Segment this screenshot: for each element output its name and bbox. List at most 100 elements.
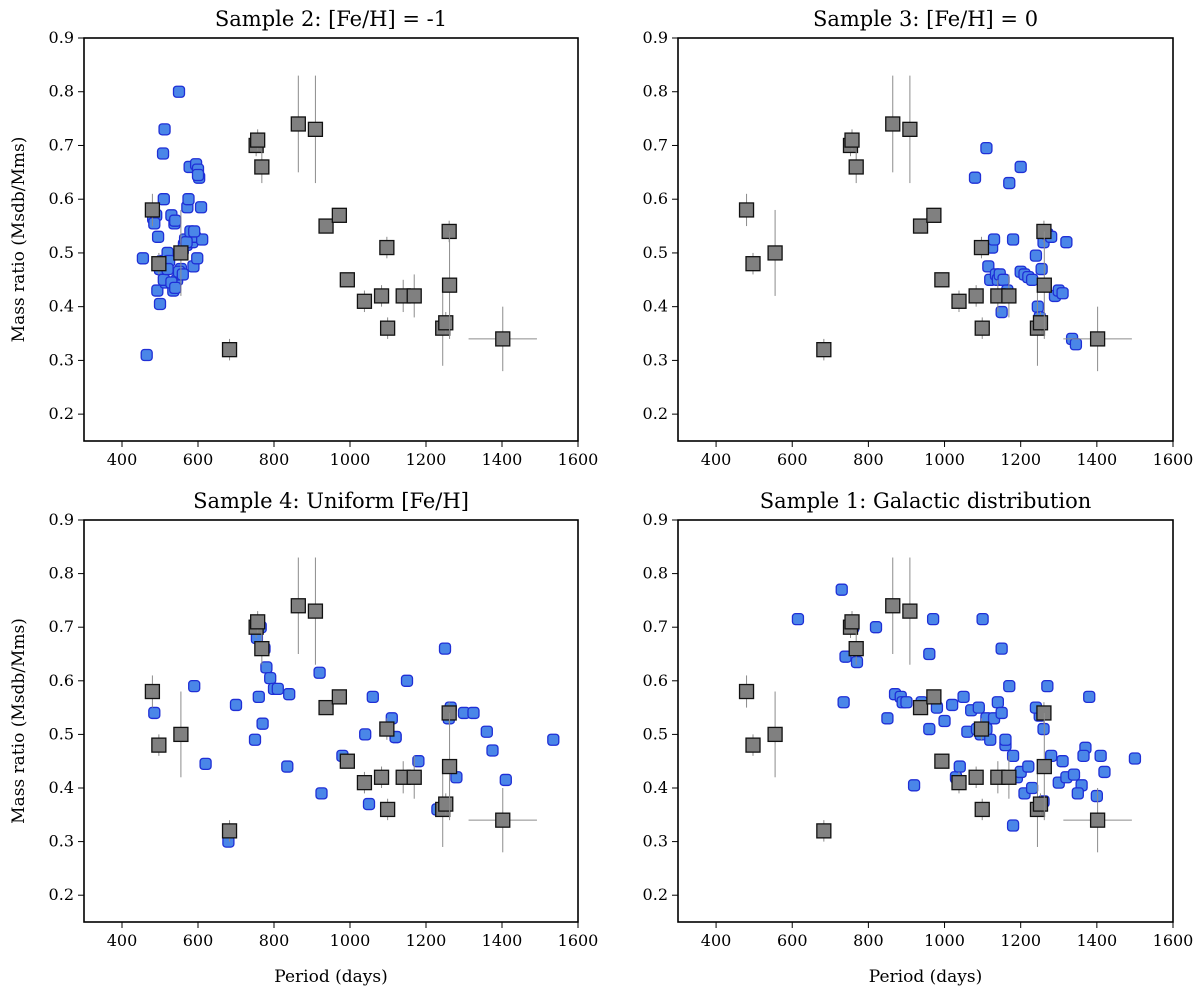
- observed-point: [144, 202, 161, 218]
- y-tick-label: 0.7: [643, 617, 668, 636]
- simulated-point: [362, 797, 376, 811]
- observed-point: [144, 683, 161, 700]
- observed-point: [934, 272, 950, 288]
- simulated-point: [140, 348, 153, 362]
- simulated-point: [1006, 233, 1020, 246]
- simulated-point: [400, 674, 414, 687]
- y-tick-label: 0.2: [49, 885, 74, 904]
- simulated-point: [499, 773, 512, 787]
- panels: Sample 2: [Fe/H] = -1 400 600 800 1000 1200 14…: [9, 7, 1193, 987]
- observed-point: [339, 272, 355, 288]
- observed-point: [973, 721, 990, 737]
- x-tick-label: 400: [107, 931, 138, 950]
- y-tick-label: 0.2: [643, 885, 668, 904]
- observed-point: [307, 121, 324, 137]
- panel-title: Sample 2: [Fe/H] = -1: [215, 7, 447, 31]
- x-axis-label: Period (days): [869, 967, 982, 987]
- x-tick-label: 600: [183, 450, 214, 469]
- simulated-point: [1025, 781, 1039, 795]
- x-tick-label: 800: [853, 450, 884, 469]
- simulated-point: [256, 717, 269, 730]
- simulated-point: [151, 284, 164, 297]
- simulated-point: [156, 147, 170, 160]
- observed-point: [290, 116, 306, 132]
- observed-point: [951, 774, 967, 791]
- x-tick-label: 1200: [406, 931, 447, 950]
- simulated-point: [946, 698, 959, 712]
- x-tick-label: 1400: [1076, 931, 1117, 950]
- observed-point: [495, 331, 511, 347]
- observed-point: [848, 159, 864, 175]
- observed-point: [339, 753, 355, 769]
- y-tick-label: 0.9: [643, 28, 668, 47]
- x-tick-label: 400: [107, 450, 138, 469]
- y-tick-label: 0.7: [49, 617, 74, 636]
- observed-point: [406, 288, 422, 304]
- simulated-point: [169, 214, 182, 227]
- simulated-point: [199, 757, 212, 771]
- observed-point: [968, 288, 984, 304]
- simulated-point: [157, 193, 170, 206]
- observed-point: [844, 132, 860, 148]
- simulated-point: [1067, 768, 1081, 781]
- simulated-point: [271, 682, 284, 695]
- observed-point: [767, 726, 783, 743]
- observed-point: [974, 801, 990, 818]
- simulated-point: [1060, 236, 1073, 249]
- simulated-point: [995, 305, 1008, 319]
- x-tick-label: 600: [183, 931, 214, 950]
- observed-point: [290, 598, 306, 614]
- y-axis-label: Mass ratio (Msdb/Mms): [9, 137, 29, 343]
- simulated-point: [953, 760, 966, 773]
- x-tick-label: 1000: [330, 450, 371, 469]
- simulated-point: [281, 760, 294, 773]
- y-tick-label: 0.9: [49, 510, 74, 529]
- x-tick-label: 1400: [482, 931, 523, 950]
- x-tick-label: 1600: [558, 931, 599, 950]
- observed-point: [379, 721, 395, 737]
- simulated-point: [313, 666, 326, 679]
- observed-point: [373, 288, 390, 304]
- y-tick-label: 0.6: [49, 189, 74, 208]
- observed-point: [379, 320, 396, 336]
- observed-point: [250, 614, 266, 630]
- observed-point: [495, 812, 511, 828]
- panel-title: Sample 3: [Fe/H] = 0: [813, 7, 1038, 31]
- y-tick-label: 0.8: [643, 564, 668, 583]
- simulated-point: [995, 706, 1008, 720]
- observed-point: [221, 823, 238, 839]
- simulated-point: [1025, 273, 1039, 286]
- observed-point: [912, 218, 929, 234]
- simulated-point: [835, 583, 848, 596]
- observed-point: [902, 603, 918, 619]
- simulated-point: [980, 142, 993, 155]
- simulated-point: [850, 655, 864, 669]
- observed-point: [926, 207, 942, 223]
- y-tick-label: 0.5: [49, 243, 74, 262]
- observed-point: [974, 320, 990, 336]
- y-tick-label: 0.9: [643, 510, 668, 529]
- simulated-point: [1003, 176, 1016, 190]
- simulated-point: [182, 193, 195, 206]
- simulated-point: [153, 297, 167, 311]
- simulated-point: [188, 225, 201, 238]
- observed-point: [816, 342, 832, 358]
- simulated-point: [148, 217, 161, 230]
- y-tick-label: 0.9: [49, 28, 74, 47]
- observed-point: [1001, 769, 1017, 785]
- simulated-point: [1037, 722, 1050, 736]
- simulated-point: [995, 642, 1008, 655]
- x-tick-label: 1200: [1000, 450, 1041, 469]
- simulated-point: [283, 688, 296, 701]
- x-tick-label: 600: [777, 450, 808, 469]
- simulated-point: [1035, 262, 1048, 276]
- x-tick-label: 1600: [1153, 450, 1194, 469]
- plot-frame: [83, 519, 579, 923]
- observed-point: [968, 769, 984, 785]
- simulated-point: [191, 168, 205, 182]
- x-tick-label: 1400: [1076, 450, 1117, 469]
- y-tick-label: 0.7: [643, 135, 668, 154]
- plot-frame: [83, 37, 579, 442]
- x-tick-label: 600: [777, 931, 808, 950]
